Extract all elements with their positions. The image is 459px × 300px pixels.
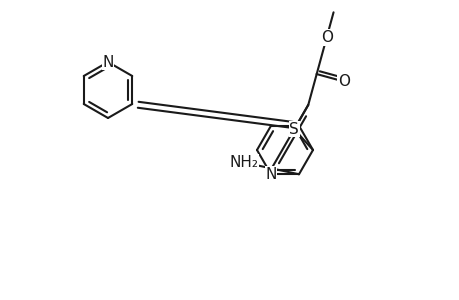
Text: S: S [289, 122, 298, 137]
Text: O: O [320, 30, 332, 45]
Text: O: O [337, 74, 349, 89]
Text: N: N [102, 55, 113, 70]
Text: N: N [265, 167, 276, 182]
Text: NH₂: NH₂ [229, 155, 258, 170]
